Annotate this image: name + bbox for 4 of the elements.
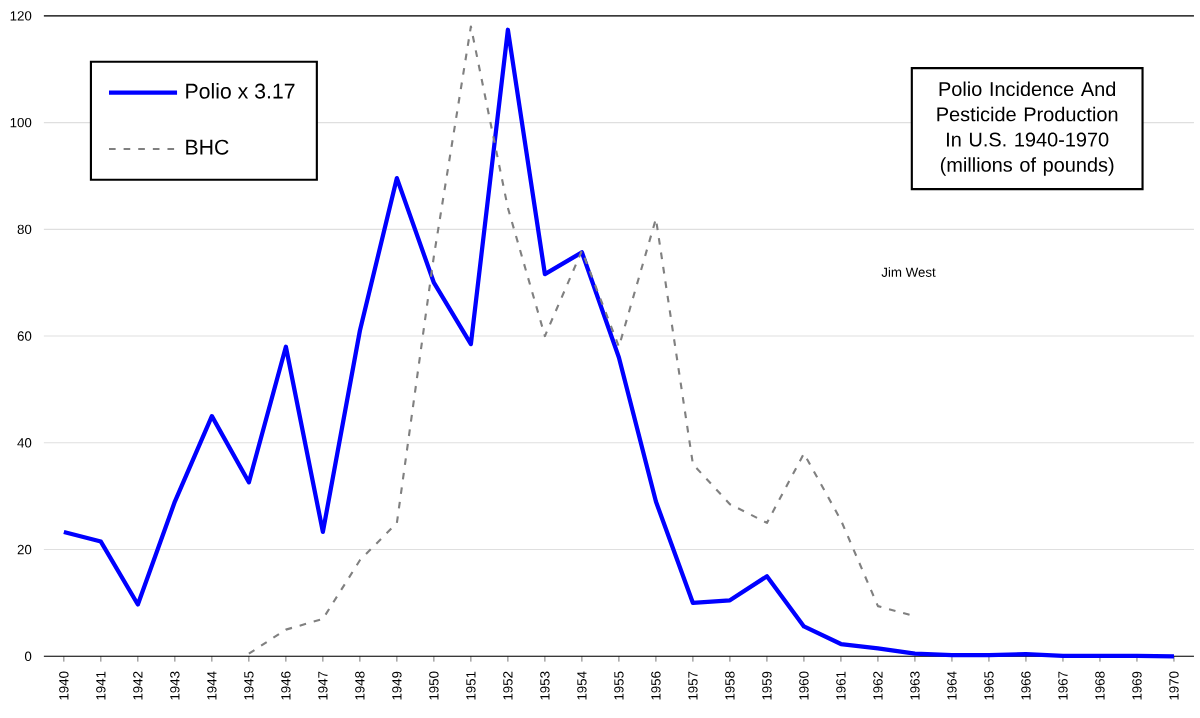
legend-label: BHC (186, 139, 229, 155)
text: (millions of pounds) (940, 157, 1114, 176)
text: Polio Incidence And Pesticide Production In U.S. 1940-1970 (937, 81, 1118, 147)
legend-label: Polio x 3.17 (186, 82, 295, 99)
